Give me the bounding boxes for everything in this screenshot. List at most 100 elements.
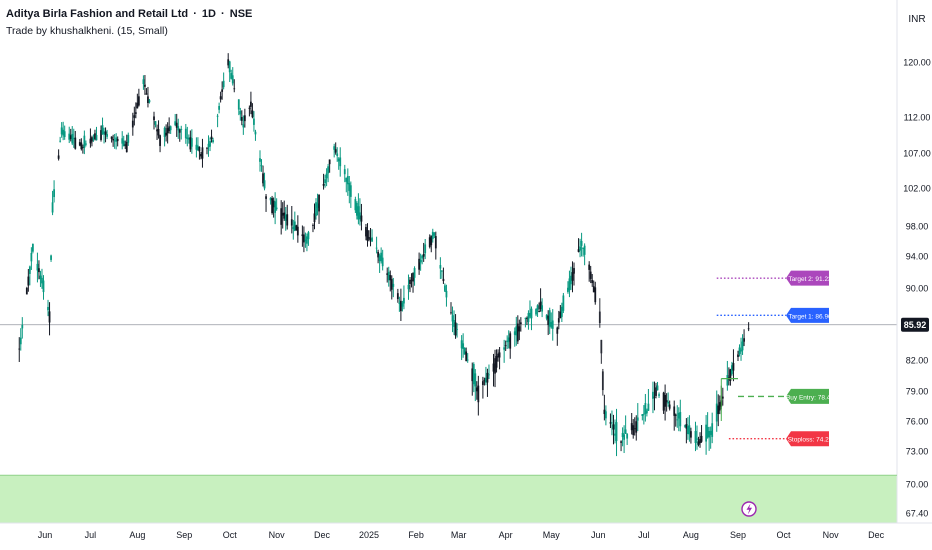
candle <box>357 193 360 225</box>
candle <box>515 316 518 346</box>
candle <box>635 415 638 441</box>
candle <box>174 114 177 127</box>
candle <box>195 137 198 158</box>
candle <box>91 135 93 147</box>
candle <box>598 298 601 328</box>
candle <box>36 252 39 283</box>
level-tag[interactable]: Target 2: 91.23 <box>786 270 832 286</box>
candle <box>74 130 77 150</box>
candle <box>227 53 230 69</box>
candle <box>591 274 594 287</box>
candle <box>243 108 246 128</box>
candle <box>386 267 389 283</box>
candle <box>166 122 169 144</box>
candle <box>201 138 204 168</box>
candle <box>518 319 521 341</box>
candle <box>147 86 149 108</box>
candle <box>360 203 363 231</box>
candle <box>262 165 264 187</box>
candle <box>557 310 560 330</box>
candle <box>409 277 411 293</box>
support-zone <box>0 475 897 523</box>
candle <box>690 427 692 444</box>
candle <box>251 103 254 119</box>
candle <box>306 233 308 252</box>
candle <box>641 413 644 421</box>
candle <box>81 144 84 154</box>
candle <box>472 362 475 393</box>
candle <box>100 125 102 142</box>
currency-label[interactable]: INR <box>908 14 925 25</box>
candle <box>122 135 125 147</box>
candle <box>293 211 296 232</box>
level-tag[interactable]: Stoploss: 74.23 <box>786 431 833 447</box>
level-label: Target 1: 86.96 <box>788 313 832 320</box>
candle <box>301 225 304 247</box>
candle <box>389 270 392 292</box>
candle <box>212 137 214 144</box>
candle <box>706 412 709 439</box>
level-tag[interactable]: Buy Entry: 78.46 <box>786 388 834 404</box>
candle <box>697 436 700 447</box>
time-tick: Jul <box>638 530 650 540</box>
candle <box>451 306 454 333</box>
candle <box>263 172 266 191</box>
candle <box>551 309 554 341</box>
candle <box>656 381 659 391</box>
candle <box>428 234 431 249</box>
candle <box>21 317 24 339</box>
candle <box>281 202 284 229</box>
candle <box>536 304 539 317</box>
price-tick: 102.00 <box>903 184 931 194</box>
candle <box>645 408 648 417</box>
candle <box>283 200 286 221</box>
candle <box>529 300 531 319</box>
candle <box>248 105 251 117</box>
time-tick: Oct <box>223 530 238 540</box>
candle <box>89 128 92 148</box>
candle <box>705 415 708 455</box>
candle <box>560 302 563 323</box>
candle <box>71 126 74 146</box>
price-tick: 107.00 <box>903 149 931 159</box>
candle <box>462 333 465 358</box>
candle <box>95 126 98 141</box>
candle <box>653 381 656 411</box>
candle <box>568 270 571 298</box>
candle <box>444 283 446 292</box>
candle <box>313 203 316 230</box>
candle <box>431 228 434 243</box>
candle <box>547 310 550 336</box>
indicator-legend[interactable]: Trade by khushalkheni. (15, Small) <box>6 24 252 38</box>
candle <box>454 314 457 339</box>
candle <box>460 335 463 361</box>
level-tag[interactable]: Target 1: 86.96 <box>786 307 832 323</box>
candle <box>721 387 724 406</box>
level-tag-bg <box>786 307 829 323</box>
candle <box>242 115 245 135</box>
candle <box>548 307 551 335</box>
indicator-params: (15, Small) <box>117 25 168 37</box>
candle <box>440 270 443 279</box>
candle <box>153 111 155 130</box>
price-tick: 120.00 <box>903 58 931 68</box>
chart-title[interactable]: Aditya Birla Fashion and Retail Ltd · 1D… <box>6 8 253 20</box>
price-tick: 112.00 <box>904 113 931 123</box>
candle <box>433 232 436 239</box>
candle <box>307 230 310 246</box>
zone-marker[interactable] <box>741 501 757 517</box>
candle <box>131 112 134 136</box>
candle <box>424 238 427 260</box>
candle <box>187 134 190 144</box>
candle <box>683 424 686 428</box>
candle <box>538 302 540 313</box>
candle <box>72 128 75 148</box>
candle <box>439 257 442 280</box>
exchange: NSE <box>229 8 253 20</box>
candle <box>200 151 202 160</box>
last-price-tag[interactable]: 85.92 <box>901 317 929 332</box>
candle <box>274 192 277 225</box>
candle <box>550 312 553 329</box>
